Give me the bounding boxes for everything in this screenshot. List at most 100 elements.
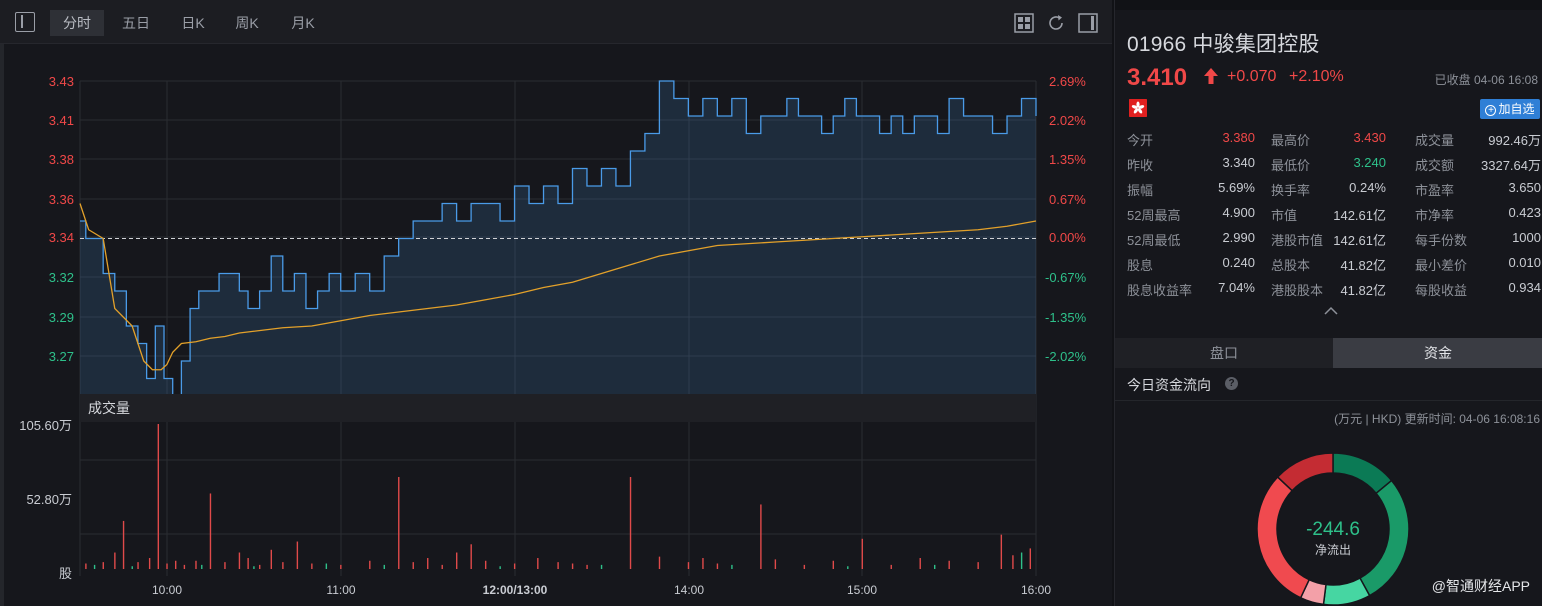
volume-bar — [282, 562, 284, 569]
volume-bar — [470, 544, 472, 569]
stat-label: 港股市值 — [1271, 233, 1324, 248]
stats-table: 今开 3.380 最高价 3.430 成交量 992.46万 昨收 3.340 最低价 3.240… — [1127, 128, 1541, 303]
tab-intraday[interactable]: 分时 — [50, 10, 104, 36]
stat-value: 4.900 — [1222, 205, 1255, 220]
volume-bar — [209, 493, 212, 569]
volume-bar — [537, 558, 539, 569]
last-price: 3.410 — [1127, 64, 1188, 91]
tab-order-book[interactable]: 盘口 — [1210, 345, 1238, 361]
volume-bar — [977, 562, 979, 569]
volume-bar — [760, 504, 762, 569]
tab-capital-flow[interactable]: 资金 — [1333, 338, 1542, 368]
y-tick-left: 3.29 — [49, 310, 74, 325]
volume-tick: 股 — [59, 566, 72, 581]
stat-value: 3.650 — [1508, 180, 1541, 195]
y-tick-right: -0.67% — [1045, 270, 1087, 285]
left-edge-bar — [0, 44, 4, 606]
net-flow-label: 净流出 — [1315, 543, 1351, 557]
sidebar-toggle-icon[interactable] — [1078, 13, 1098, 33]
donut-slices — [1256, 452, 1410, 606]
stat-label: 港股股本 — [1271, 283, 1324, 298]
volume-bar — [716, 563, 719, 569]
stat-value: 142.61亿 — [1333, 233, 1386, 248]
volume-bar — [175, 560, 177, 569]
volume-bar — [861, 538, 863, 569]
volume-bar — [369, 560, 371, 569]
add-to-watchlist-button[interactable]: + 加自选 — [1480, 99, 1540, 119]
volume-bar — [731, 564, 733, 569]
price-change: +0.070 — [1227, 68, 1277, 85]
volume-bar — [687, 562, 690, 569]
volume-bar — [948, 560, 950, 569]
stats-row: 52周最高 4.900 市值 142.61亿 市净率 0.423 — [1127, 203, 1541, 228]
stock-title: 01966 中骏集团控股 — [1127, 33, 1320, 56]
quote-panel-top-strip — [1115, 0, 1542, 10]
stat-label: 今开 — [1127, 133, 1154, 148]
volume-bar — [600, 564, 603, 569]
chevron-up-icon[interactable] — [1323, 306, 1339, 316]
volume-bar — [427, 558, 429, 569]
volume-bar — [238, 552, 241, 569]
volume-bar — [412, 562, 414, 569]
market-status: 已收盘 04-06 16:08 — [1434, 73, 1538, 87]
stat-label: 最高价 — [1271, 133, 1311, 148]
stats-row: 52周最低 2.990 港股市值 142.61亿 每手份数 1000 — [1127, 228, 1541, 253]
volume-bar — [658, 556, 661, 569]
volume-bar — [253, 566, 255, 569]
volume-bar — [1020, 552, 1023, 569]
grid-layout-icon[interactable] — [1014, 13, 1034, 33]
update-time: (万元 | HKD) 更新时间: 04-06 16:08:16 — [1334, 412, 1540, 426]
stat-label: 最小差价 — [1415, 258, 1468, 273]
y-tick-left: 3.27 — [49, 349, 74, 364]
stat-label: 市盈率 — [1415, 183, 1455, 198]
tab-daily-k[interactable]: 日K — [181, 15, 205, 31]
quote-panel: 01966 中骏集团控股 3.410 +0.070 +2.10% 已收盘 04-… — [1114, 0, 1542, 606]
chart-panel: 分时 五日 日K 周K 月K 3.43 3.41 3.38 — [0, 10, 1112, 606]
volume-bar — [195, 560, 197, 569]
volume-bar — [201, 564, 203, 569]
intraday-chart: 3.43 3.41 3.38 3.36 3.34 3.32 3.29 3.27 … — [19, 74, 1087, 597]
stat-value: 0.240 — [1222, 255, 1255, 270]
refresh-icon[interactable] — [1046, 13, 1066, 33]
panel-toggle-icon[interactable] — [15, 12, 35, 32]
donut-hole — [1278, 474, 1388, 584]
stat-value: 41.82亿 — [1340, 258, 1386, 273]
stat-label: 股息收益率 — [1127, 283, 1193, 298]
stat-value: 3.430 — [1353, 130, 1386, 145]
volume-bar — [340, 564, 342, 569]
tab-weekly-k[interactable]: 周K — [235, 15, 259, 31]
stat-value: 142.61亿 — [1333, 208, 1386, 223]
volume-bar — [259, 564, 261, 569]
watermark: @智通财经APP — [1431, 578, 1530, 594]
x-tick: 15:00 — [847, 583, 877, 597]
volume-bar — [499, 566, 501, 569]
volume-bar — [325, 563, 328, 569]
volume-bar — [148, 558, 151, 569]
tab-monthly-k[interactable]: 月K — [291, 15, 315, 31]
volume-bar — [137, 562, 139, 569]
tab-five-day[interactable]: 五日 — [122, 15, 150, 31]
stat-value: 3.380 — [1222, 130, 1255, 145]
volume-bar — [484, 560, 487, 569]
volume-bar — [224, 562, 226, 569]
stat-label: 振幅 — [1127, 183, 1154, 198]
volume-bar — [102, 562, 104, 569]
y-tick-left: 3.43 — [49, 74, 74, 89]
stats-row: 昨收 3.340 最低价 3.240 成交额 3327.64万 — [1127, 153, 1541, 178]
volume-bar — [934, 564, 936, 569]
y-tick-left: 3.36 — [49, 192, 74, 207]
help-icon[interactable]: ? — [1225, 377, 1238, 390]
stat-value: 992.46万 — [1488, 133, 1541, 148]
stat-label: 每股收益 — [1415, 283, 1468, 298]
stat-label: 每手份数 — [1415, 233, 1468, 248]
y-tick-left: 3.32 — [49, 270, 74, 285]
stat-value: 0.423 — [1508, 205, 1541, 220]
volume-bar — [270, 549, 272, 569]
volume-bar — [114, 552, 116, 569]
stats-row: 股息收益率 7.04% 港股股本 41.82亿 每股收益 0.934 — [1127, 278, 1541, 303]
capital-flow-donut: -244.6 净流出 — [1256, 452, 1410, 606]
volume-bar — [93, 564, 96, 569]
volume-bar — [166, 563, 168, 569]
capital-flow-title: 今日资金流向 — [1127, 377, 1211, 393]
y-tick-right: -1.35% — [1045, 310, 1087, 325]
